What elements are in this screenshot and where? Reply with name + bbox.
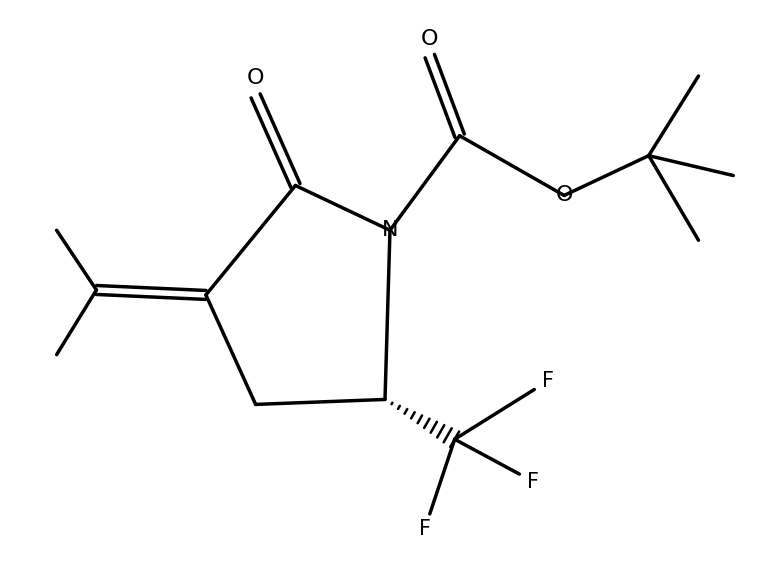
Text: O: O — [556, 185, 573, 205]
Text: N: N — [382, 220, 399, 241]
Text: F: F — [527, 471, 539, 491]
Text: F: F — [419, 519, 431, 539]
Text: F: F — [542, 371, 553, 391]
Text: O: O — [247, 68, 265, 88]
Text: O: O — [421, 29, 439, 49]
